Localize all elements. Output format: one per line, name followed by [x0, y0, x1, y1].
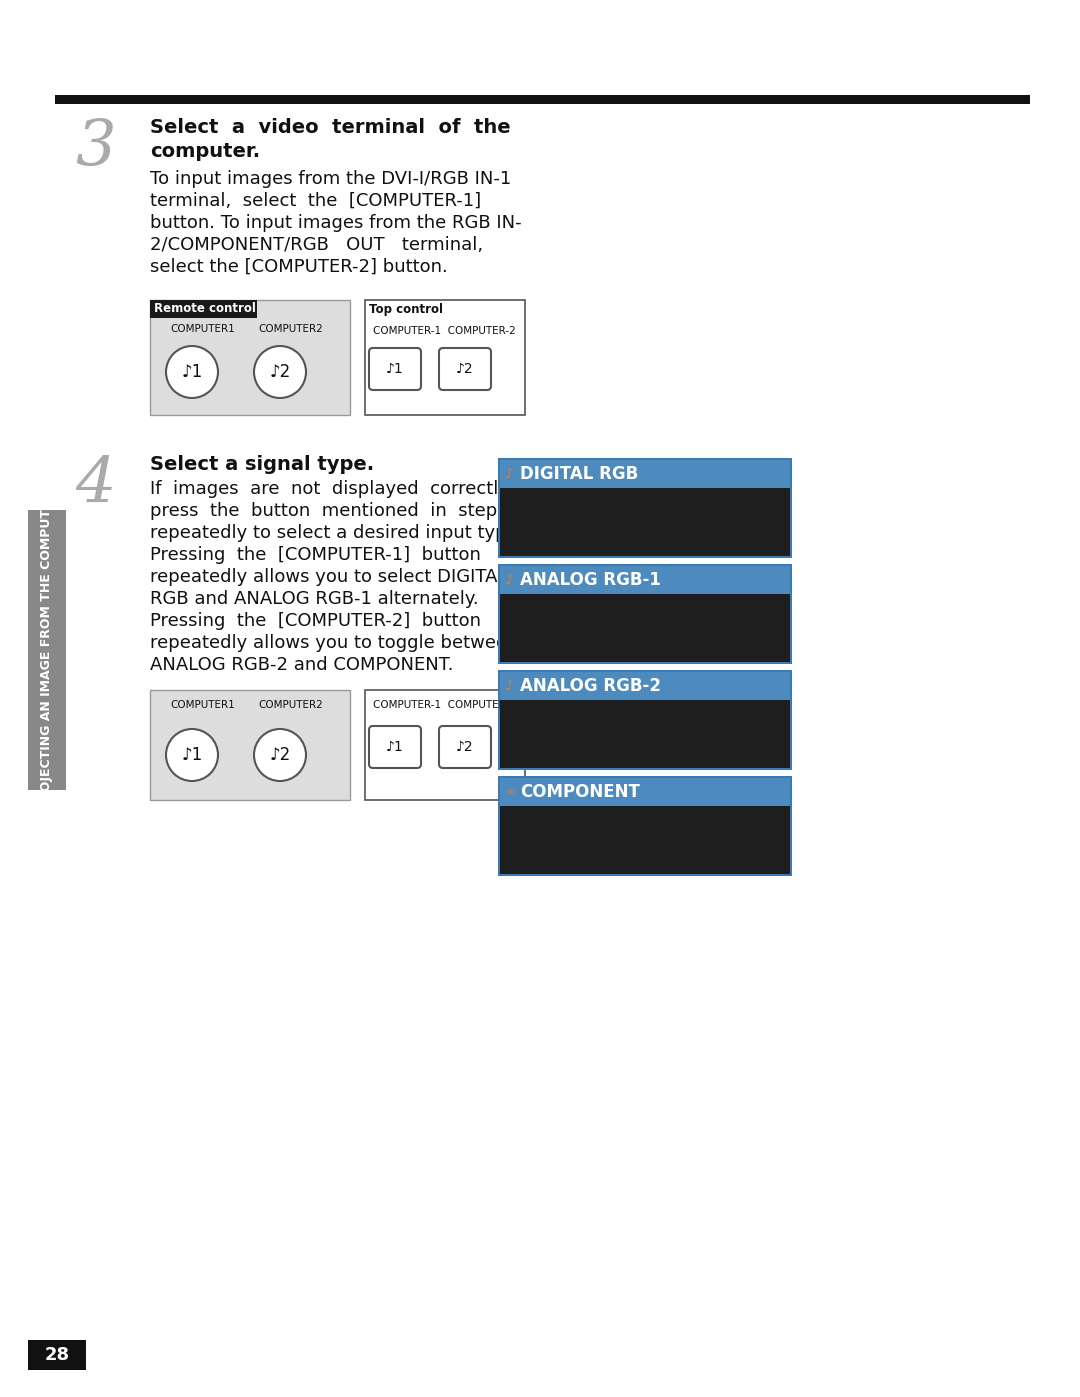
Bar [500, 488, 789, 556]
Text: ANALOG RGB-2 and COMPONENT.: ANALOG RGB-2 and COMPONENT. [150, 657, 454, 673]
Text: ♪2: ♪2 [269, 746, 291, 764]
Text: Select  a  video  terminal  of  the: Select a video terminal of the [150, 117, 511, 137]
Text: ANALOG RGB-2: ANALOG RGB-2 [519, 678, 661, 694]
Bar [500, 672, 789, 700]
Text: ♪1: ♪1 [387, 362, 404, 376]
Bar [500, 460, 789, 488]
Text: ♪: ♪ [505, 679, 514, 693]
Text: press  the  button  mentioned  in  step  3: press the button mentioned in step 3 [150, 502, 521, 520]
Bar [498, 775, 792, 876]
Bar [498, 458, 792, 557]
Text: Pressing  the  [COMPUTER-1]  button: Pressing the [COMPUTER-1] button [150, 546, 481, 564]
Text: ♪: ♪ [505, 573, 514, 587]
Text: button. To input images from the RGB IN-: button. To input images from the RGB IN- [150, 214, 522, 232]
Text: ♪2: ♪2 [269, 363, 291, 381]
FancyBboxPatch shape [438, 348, 491, 390]
Text: ♪1: ♪1 [387, 740, 404, 754]
Bar [500, 700, 789, 768]
Text: If  images  are  not  displayed  correctly,: If images are not displayed correctly, [150, 481, 515, 497]
Bar [500, 594, 789, 662]
Bar [365, 690, 525, 800]
Bar [500, 778, 789, 806]
Text: COMPONENT: COMPONENT [519, 782, 639, 800]
Text: select the [COMPUTER-2] button.: select the [COMPUTER-2] button. [150, 258, 448, 277]
Text: PROJECTING AN IMAGE FROM THE COMPUTER: PROJECTING AN IMAGE FROM THE COMPUTER [40, 490, 54, 810]
Bar [500, 806, 789, 875]
Bar [365, 300, 525, 415]
Circle shape [254, 346, 306, 398]
Bar [498, 564, 792, 664]
Text: Pressing  the  [COMPUTER-2]  button: Pressing the [COMPUTER-2] button [150, 612, 481, 630]
FancyBboxPatch shape [369, 348, 421, 390]
Circle shape [166, 729, 218, 781]
Text: repeatedly to select a desired input type.: repeatedly to select a desired input typ… [150, 524, 524, 542]
Bar [150, 300, 257, 319]
FancyBboxPatch shape [438, 726, 491, 768]
Text: ♪2: ♪2 [456, 362, 474, 376]
Text: COMPUTER2: COMPUTER2 [258, 324, 323, 334]
Bar [150, 690, 350, 800]
Text: DIGITAL RGB: DIGITAL RGB [519, 465, 638, 483]
Bar [498, 671, 792, 770]
Text: ♪1: ♪1 [181, 363, 203, 381]
FancyBboxPatch shape [369, 726, 421, 768]
Circle shape [254, 729, 306, 781]
Text: COMPUTER1: COMPUTER1 [170, 700, 234, 710]
Bar [55, 95, 1030, 103]
Text: repeatedly allows you to select DIGITAL: repeatedly allows you to select DIGITAL [150, 569, 508, 585]
Text: To input images from the DVI-I/RGB IN-1: To input images from the DVI-I/RGB IN-1 [150, 170, 511, 189]
Text: computer.: computer. [150, 142, 260, 161]
Bar [500, 566, 789, 594]
Bar [150, 300, 350, 415]
Text: 3: 3 [75, 117, 116, 180]
Text: Top control: Top control [369, 303, 443, 316]
Text: RGB and ANALOG RGB-1 alternately.: RGB and ANALOG RGB-1 alternately. [150, 590, 478, 608]
Text: 4: 4 [75, 455, 116, 517]
Text: COMPUTER-1  COMPUTER-2: COMPUTER-1 COMPUTER-2 [373, 700, 516, 710]
Text: 2/COMPONENT/RGB   OUT   terminal,: 2/COMPONENT/RGB OUT terminal, [150, 236, 483, 254]
Text: COMPUTER-1  COMPUTER-2: COMPUTER-1 COMPUTER-2 [373, 326, 516, 337]
Text: 28: 28 [44, 1345, 69, 1363]
Text: Remote control: Remote control [154, 302, 256, 314]
Bar [28, 510, 66, 789]
Bar [28, 1340, 86, 1370]
Text: Select a signal type.: Select a signal type. [150, 455, 374, 474]
Text: COMPUTER2: COMPUTER2 [258, 700, 323, 710]
Text: ∞: ∞ [505, 785, 516, 799]
Text: ♪1: ♪1 [181, 746, 203, 764]
Text: repeatedly allows you to toggle between: repeatedly allows you to toggle between [150, 634, 518, 652]
Text: ♪2: ♪2 [456, 740, 474, 754]
Text: ♪: ♪ [505, 467, 514, 481]
Text: COMPUTER1: COMPUTER1 [170, 324, 234, 334]
Circle shape [166, 346, 218, 398]
Text: ANALOG RGB-1: ANALOG RGB-1 [519, 571, 661, 590]
Text: terminal,  select  the  [COMPUTER-1]: terminal, select the [COMPUTER-1] [150, 191, 481, 210]
